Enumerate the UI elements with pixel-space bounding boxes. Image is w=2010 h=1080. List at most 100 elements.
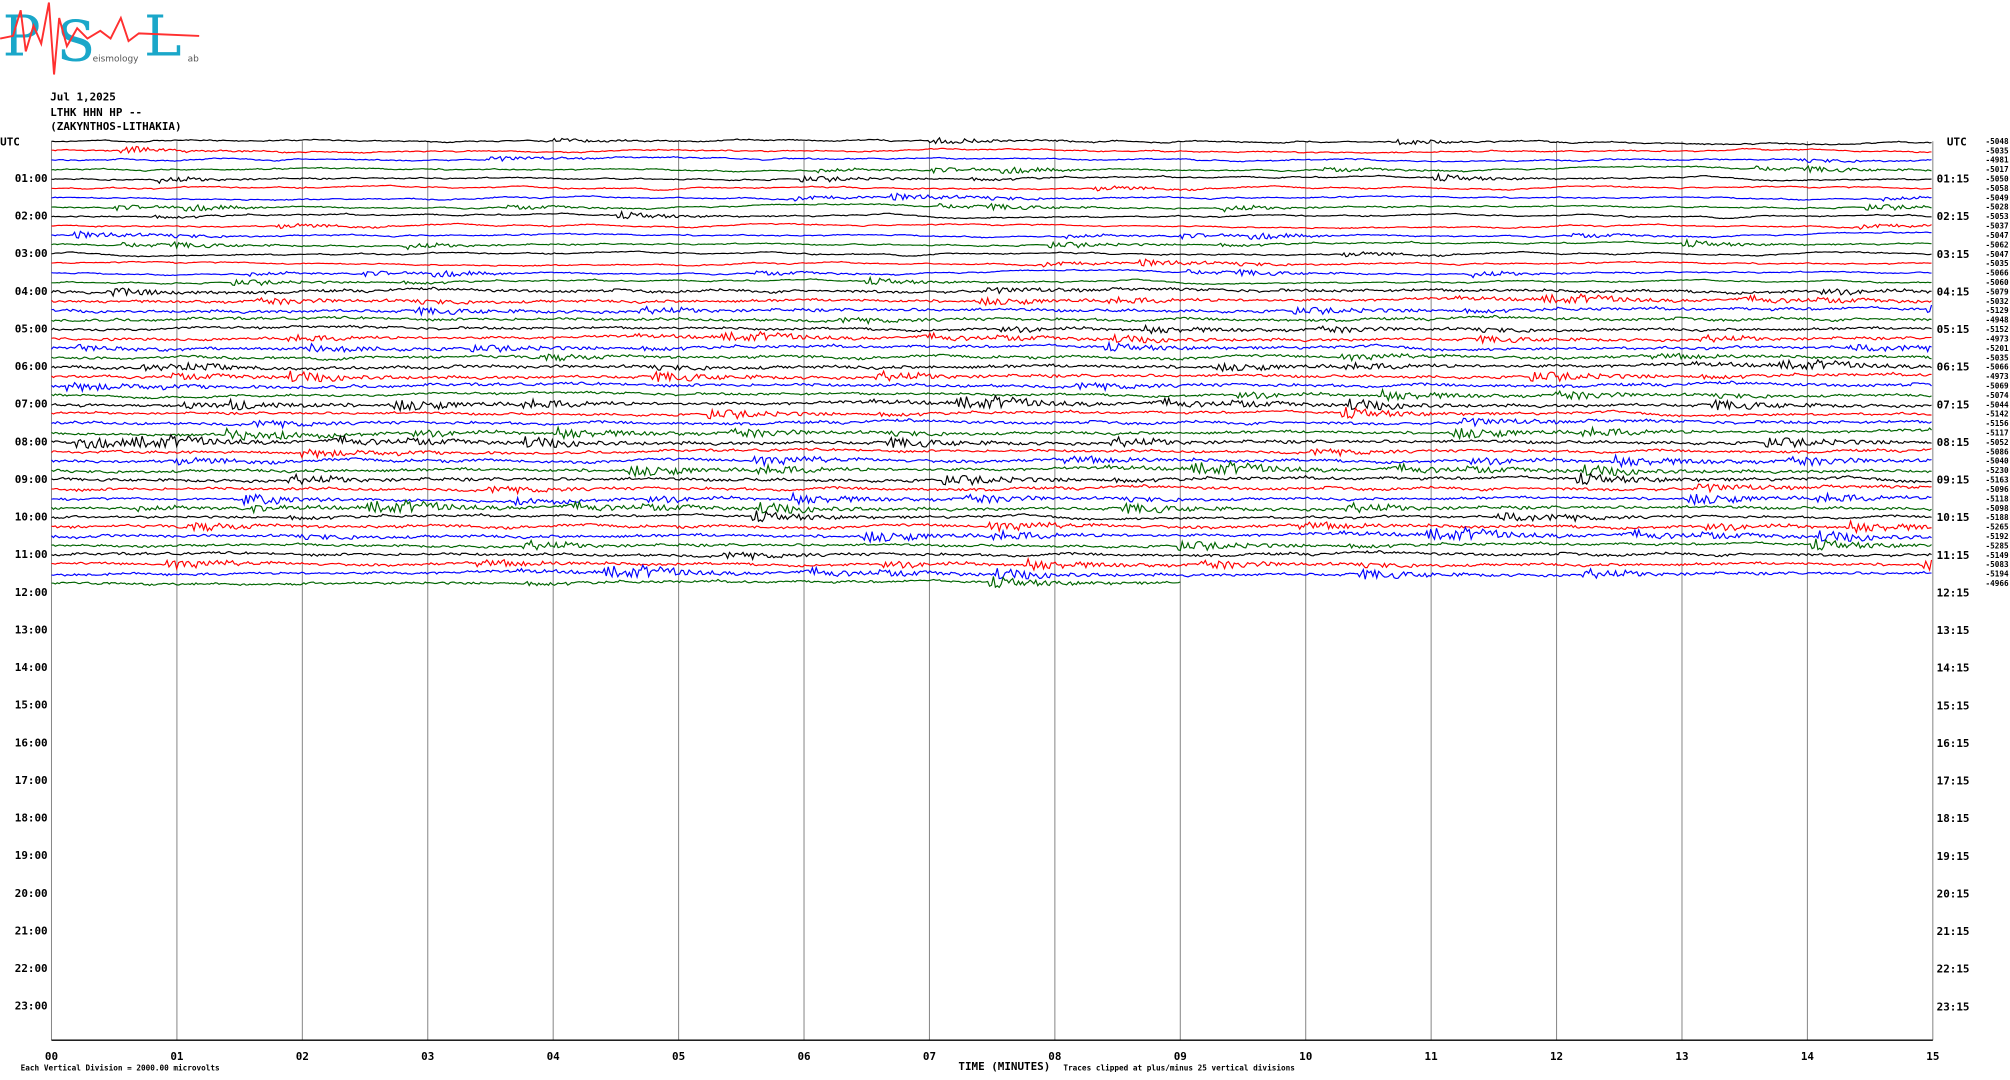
trace — [51, 275, 1932, 287]
trace-offset: -5149 — [1985, 551, 2009, 560]
trace — [51, 136, 1932, 146]
minute-label: 06 — [797, 1050, 810, 1063]
trace-offset: -4948 — [1985, 316, 2009, 325]
trace — [51, 330, 1932, 345]
trace — [51, 369, 1932, 383]
minute-label: 07 — [923, 1050, 936, 1063]
hour-label-right: 14:15 — [1937, 662, 1970, 675]
trace — [51, 538, 1932, 552]
hour-label-right: 02:15 — [1937, 210, 1970, 223]
trace-offset: -5035 — [1985, 146, 2009, 155]
hour-label: 07:00 — [15, 398, 48, 411]
hour-label: 01:00 — [15, 172, 48, 185]
hour-label-right: 08:15 — [1937, 436, 1970, 449]
trace — [51, 510, 1932, 523]
trace-offset: -5049 — [1985, 193, 2009, 202]
minute-label: 09 — [1174, 1050, 1187, 1063]
trace — [51, 417, 1932, 430]
trace — [51, 268, 1932, 279]
hour-label-right: 03:15 — [1937, 248, 1970, 261]
trace-offset: -5117 — [1985, 429, 2009, 438]
trace-offset: -4973 — [1985, 334, 2009, 343]
trace — [51, 406, 1932, 420]
hour-label-right: 10:15 — [1937, 511, 1970, 524]
minute-label: 15 — [1926, 1050, 1939, 1063]
trace-offset: -5156 — [1985, 419, 2009, 428]
trace — [51, 230, 1932, 241]
hour-label: 03:00 — [15, 247, 48, 260]
hour-label-right: 06:15 — [1937, 361, 1970, 374]
trace — [51, 453, 1932, 469]
trace-offset: -5066 — [1985, 363, 2009, 372]
trace — [51, 250, 1932, 258]
trace-offset: -5118 — [1985, 494, 2009, 503]
hour-label: 09:00 — [15, 473, 48, 486]
minute-label: 13 — [1675, 1050, 1688, 1063]
trace — [51, 525, 1932, 544]
hour-label-right: 09:15 — [1937, 474, 1970, 487]
trace — [51, 202, 1932, 213]
trace — [51, 518, 1932, 535]
minute-label: 05 — [672, 1050, 685, 1063]
location: (ZAKYNTHOS-LITHAKIA) — [50, 120, 181, 133]
trace-offset: -5074 — [1985, 391, 2009, 400]
trace — [51, 172, 1932, 185]
trace — [51, 184, 1932, 192]
trace-offset: -5098 — [1985, 504, 2009, 513]
minute-label: 14 — [1801, 1050, 1815, 1063]
hour-label-right: 16:15 — [1937, 737, 1970, 750]
station: LTHK HHN HP -- — [50, 106, 142, 119]
trace — [51, 483, 1932, 496]
hour-label: 05:00 — [15, 322, 48, 335]
trace — [51, 380, 1932, 394]
trace-offset: -5062 — [1985, 240, 2008, 249]
hour-label: 02:00 — [15, 210, 48, 223]
hour-label: 20:00 — [15, 887, 48, 900]
trace — [51, 238, 1932, 251]
minute-label: 12 — [1550, 1050, 1563, 1063]
hour-label-right: 20:15 — [1937, 887, 1970, 900]
trace-offset: -4973 — [1985, 372, 2009, 381]
utc-left: UTC — [0, 136, 20, 149]
trace — [51, 433, 1932, 450]
trace-offset: -5163 — [1985, 476, 2009, 485]
hour-label-right: 17:15 — [1937, 775, 1970, 788]
trace-offset: -5050 — [1985, 175, 2009, 184]
trace-offset: -5037 — [1985, 222, 2009, 231]
trace — [51, 425, 1932, 441]
trace — [51, 340, 1932, 354]
hour-label: 22:00 — [15, 962, 48, 975]
trace-offset: -5053 — [1985, 212, 2009, 221]
trace — [51, 498, 1932, 515]
trace-offset: -5192 — [1985, 532, 2008, 541]
logo-s: S — [57, 10, 96, 75]
trace — [51, 304, 1933, 317]
hour-label: 23:00 — [15, 1000, 48, 1013]
hour-label-right: 15:15 — [1937, 699, 1970, 712]
minute-label: 08 — [1048, 1050, 1061, 1063]
trace-offset: -5066 — [1985, 269, 2009, 278]
trace-offset: -5285 — [1985, 541, 2009, 550]
trace-offset: -5079 — [1985, 287, 2009, 296]
hour-label: 19:00 — [15, 849, 48, 862]
trace-offset: -5265 — [1985, 523, 2009, 532]
hour-label: 18:00 — [15, 812, 48, 825]
trace-offset: -5035 — [1985, 259, 2009, 268]
trace — [51, 387, 1932, 403]
trace-offset: -5047 — [1985, 250, 2009, 259]
hour-label-right: 11:15 — [1937, 549, 1970, 562]
trace-offset: -5058 — [1985, 184, 2009, 193]
trace-offset: -5052 — [1985, 438, 2008, 447]
trace — [51, 472, 1932, 487]
trace-offset: -5194 — [1985, 570, 2009, 579]
hour-label-right: 07:15 — [1937, 398, 1970, 411]
trace — [51, 209, 1932, 220]
hour-label: 16:00 — [15, 736, 48, 749]
trace — [51, 286, 1932, 298]
logo-l: L — [144, 5, 182, 70]
hour-label: 08:00 — [15, 435, 48, 448]
trace — [51, 258, 1932, 268]
trace-offset: -5201 — [1985, 344, 2009, 353]
hour-label: 17:00 — [15, 774, 48, 787]
